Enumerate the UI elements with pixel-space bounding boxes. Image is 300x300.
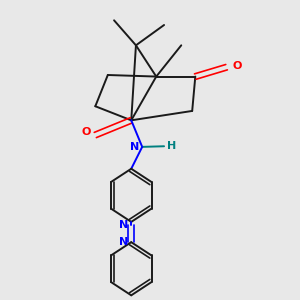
Text: O: O xyxy=(232,61,242,70)
Text: N: N xyxy=(119,220,128,230)
Text: N: N xyxy=(119,237,128,247)
Text: N: N xyxy=(130,142,140,152)
Text: H: H xyxy=(167,141,176,151)
Text: O: O xyxy=(81,127,91,137)
